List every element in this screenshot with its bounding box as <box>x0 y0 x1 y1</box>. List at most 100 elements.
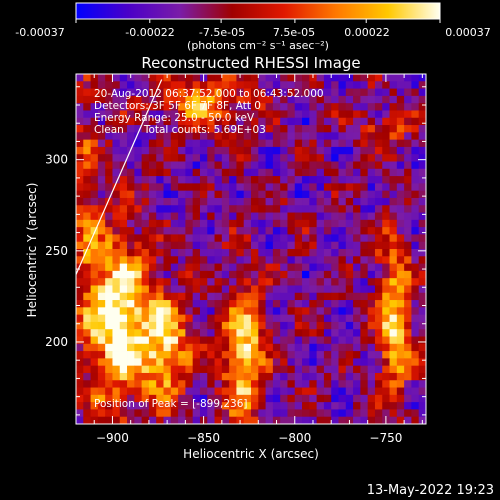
heatmap-cell <box>141 234 150 243</box>
heatmap-cell <box>294 103 303 111</box>
heatmap-cell <box>404 117 412 126</box>
heatmap-cell <box>112 197 121 206</box>
heatmap-cell <box>148 256 157 264</box>
heatmap-cell <box>97 314 106 323</box>
heatmap-cell <box>192 416 201 424</box>
heatmap-cell <box>280 409 288 418</box>
heatmap-cell <box>353 292 361 301</box>
heatmap-cell <box>229 270 237 279</box>
heatmap-cell <box>404 88 412 97</box>
heatmap-cell <box>389 336 398 345</box>
heatmap-cell <box>338 183 347 192</box>
heatmap-cell <box>134 285 143 294</box>
heatmap-cell <box>404 394 412 403</box>
heatmap-cell <box>294 74 303 82</box>
heatmap-cell <box>345 234 354 243</box>
heatmap-cell <box>178 365 186 374</box>
heatmap-cell <box>207 321 215 330</box>
heatmap-cell <box>163 95 172 104</box>
heatmap-cell <box>280 351 288 359</box>
heatmap-cell <box>272 358 281 367</box>
heatmap-cell <box>192 409 201 418</box>
heatmap-cell <box>316 343 325 352</box>
heatmap-cell <box>105 190 113 199</box>
heatmap-cell <box>418 249 426 257</box>
heatmap-cell <box>192 132 201 141</box>
heatmap-cell <box>309 365 318 374</box>
heatmap-cell <box>112 241 121 250</box>
heatmap-cell <box>214 103 223 111</box>
heatmap-cell <box>141 161 150 170</box>
heatmap-cell <box>316 161 325 170</box>
heatmap-cell <box>302 205 310 213</box>
heatmap-cell <box>418 314 426 323</box>
heatmap-cell <box>178 343 186 352</box>
heatmap-cell <box>418 176 426 184</box>
heatmap-cell <box>411 212 420 221</box>
heatmap-cell <box>294 139 303 148</box>
heatmap-cell <box>105 351 113 359</box>
heatmap-cell <box>309 358 318 367</box>
heatmap-cell <box>236 329 245 337</box>
heatmap-cell <box>287 95 296 104</box>
heatmap-cell <box>382 125 390 133</box>
heatmap-cell <box>119 139 128 148</box>
heatmap-cell <box>141 139 150 148</box>
heatmap-cell <box>360 183 369 192</box>
heatmap-cell <box>112 146 121 155</box>
heatmap-cell <box>309 103 318 111</box>
heatmap-cell <box>156 197 164 206</box>
heatmap-cell <box>97 351 106 359</box>
heatmap-cell <box>83 365 91 374</box>
heatmap-cell <box>338 74 347 82</box>
heatmap-cell <box>353 95 361 104</box>
heatmap-cell <box>251 154 259 162</box>
heatmap-cell <box>83 241 91 250</box>
heatmap-cell <box>105 168 113 177</box>
heatmap-cell <box>323 146 332 155</box>
heatmap-cell <box>148 125 157 133</box>
heatmap-cell <box>374 394 383 403</box>
heatmap-cell <box>411 227 420 235</box>
heatmap-cell <box>316 321 325 330</box>
heatmap-cell <box>331 110 339 119</box>
heatmap-cell <box>360 132 369 141</box>
heatmap-cell <box>156 307 164 316</box>
heatmap-cell <box>170 183 179 192</box>
heatmap-cell <box>141 197 150 206</box>
heatmap-cell <box>382 81 390 89</box>
heatmap-cell <box>331 351 339 359</box>
heatmap-cell <box>316 351 325 359</box>
heatmap-cell <box>345 197 354 206</box>
heatmap-cell <box>119 256 128 264</box>
heatmap-cell <box>251 146 259 155</box>
heatmap-cell <box>90 351 99 359</box>
heatmap-cell <box>258 380 266 388</box>
heatmap-cell <box>105 176 113 184</box>
heatmap-cell <box>119 278 128 286</box>
heatmap-cell <box>221 103 230 111</box>
heatmap-cell <box>178 88 186 97</box>
heatmap-cell <box>83 270 91 279</box>
heatmap-cell <box>119 285 128 294</box>
heatmap-cell <box>258 132 266 141</box>
heatmap-cell <box>389 234 398 243</box>
heatmap-cell <box>199 227 208 235</box>
heatmap-cell <box>345 168 354 177</box>
heatmap-cell <box>243 234 252 243</box>
heatmap-cell <box>265 270 274 279</box>
heatmap-cell <box>170 336 179 345</box>
heatmap-cell <box>404 241 412 250</box>
heatmap-cell <box>338 81 347 89</box>
heatmap-cell <box>331 227 339 235</box>
heatmap-cell <box>156 292 164 301</box>
heatmap-cell <box>411 358 420 367</box>
heatmap-cell <box>148 183 157 192</box>
heatmap-cell <box>178 110 186 119</box>
heatmap-cell <box>178 161 186 170</box>
heatmap-cell <box>90 81 99 89</box>
heatmap-cell <box>265 343 274 352</box>
heatmap-cell <box>331 183 339 192</box>
heatmap-cell <box>367 329 376 337</box>
heatmap-cell <box>367 387 376 396</box>
